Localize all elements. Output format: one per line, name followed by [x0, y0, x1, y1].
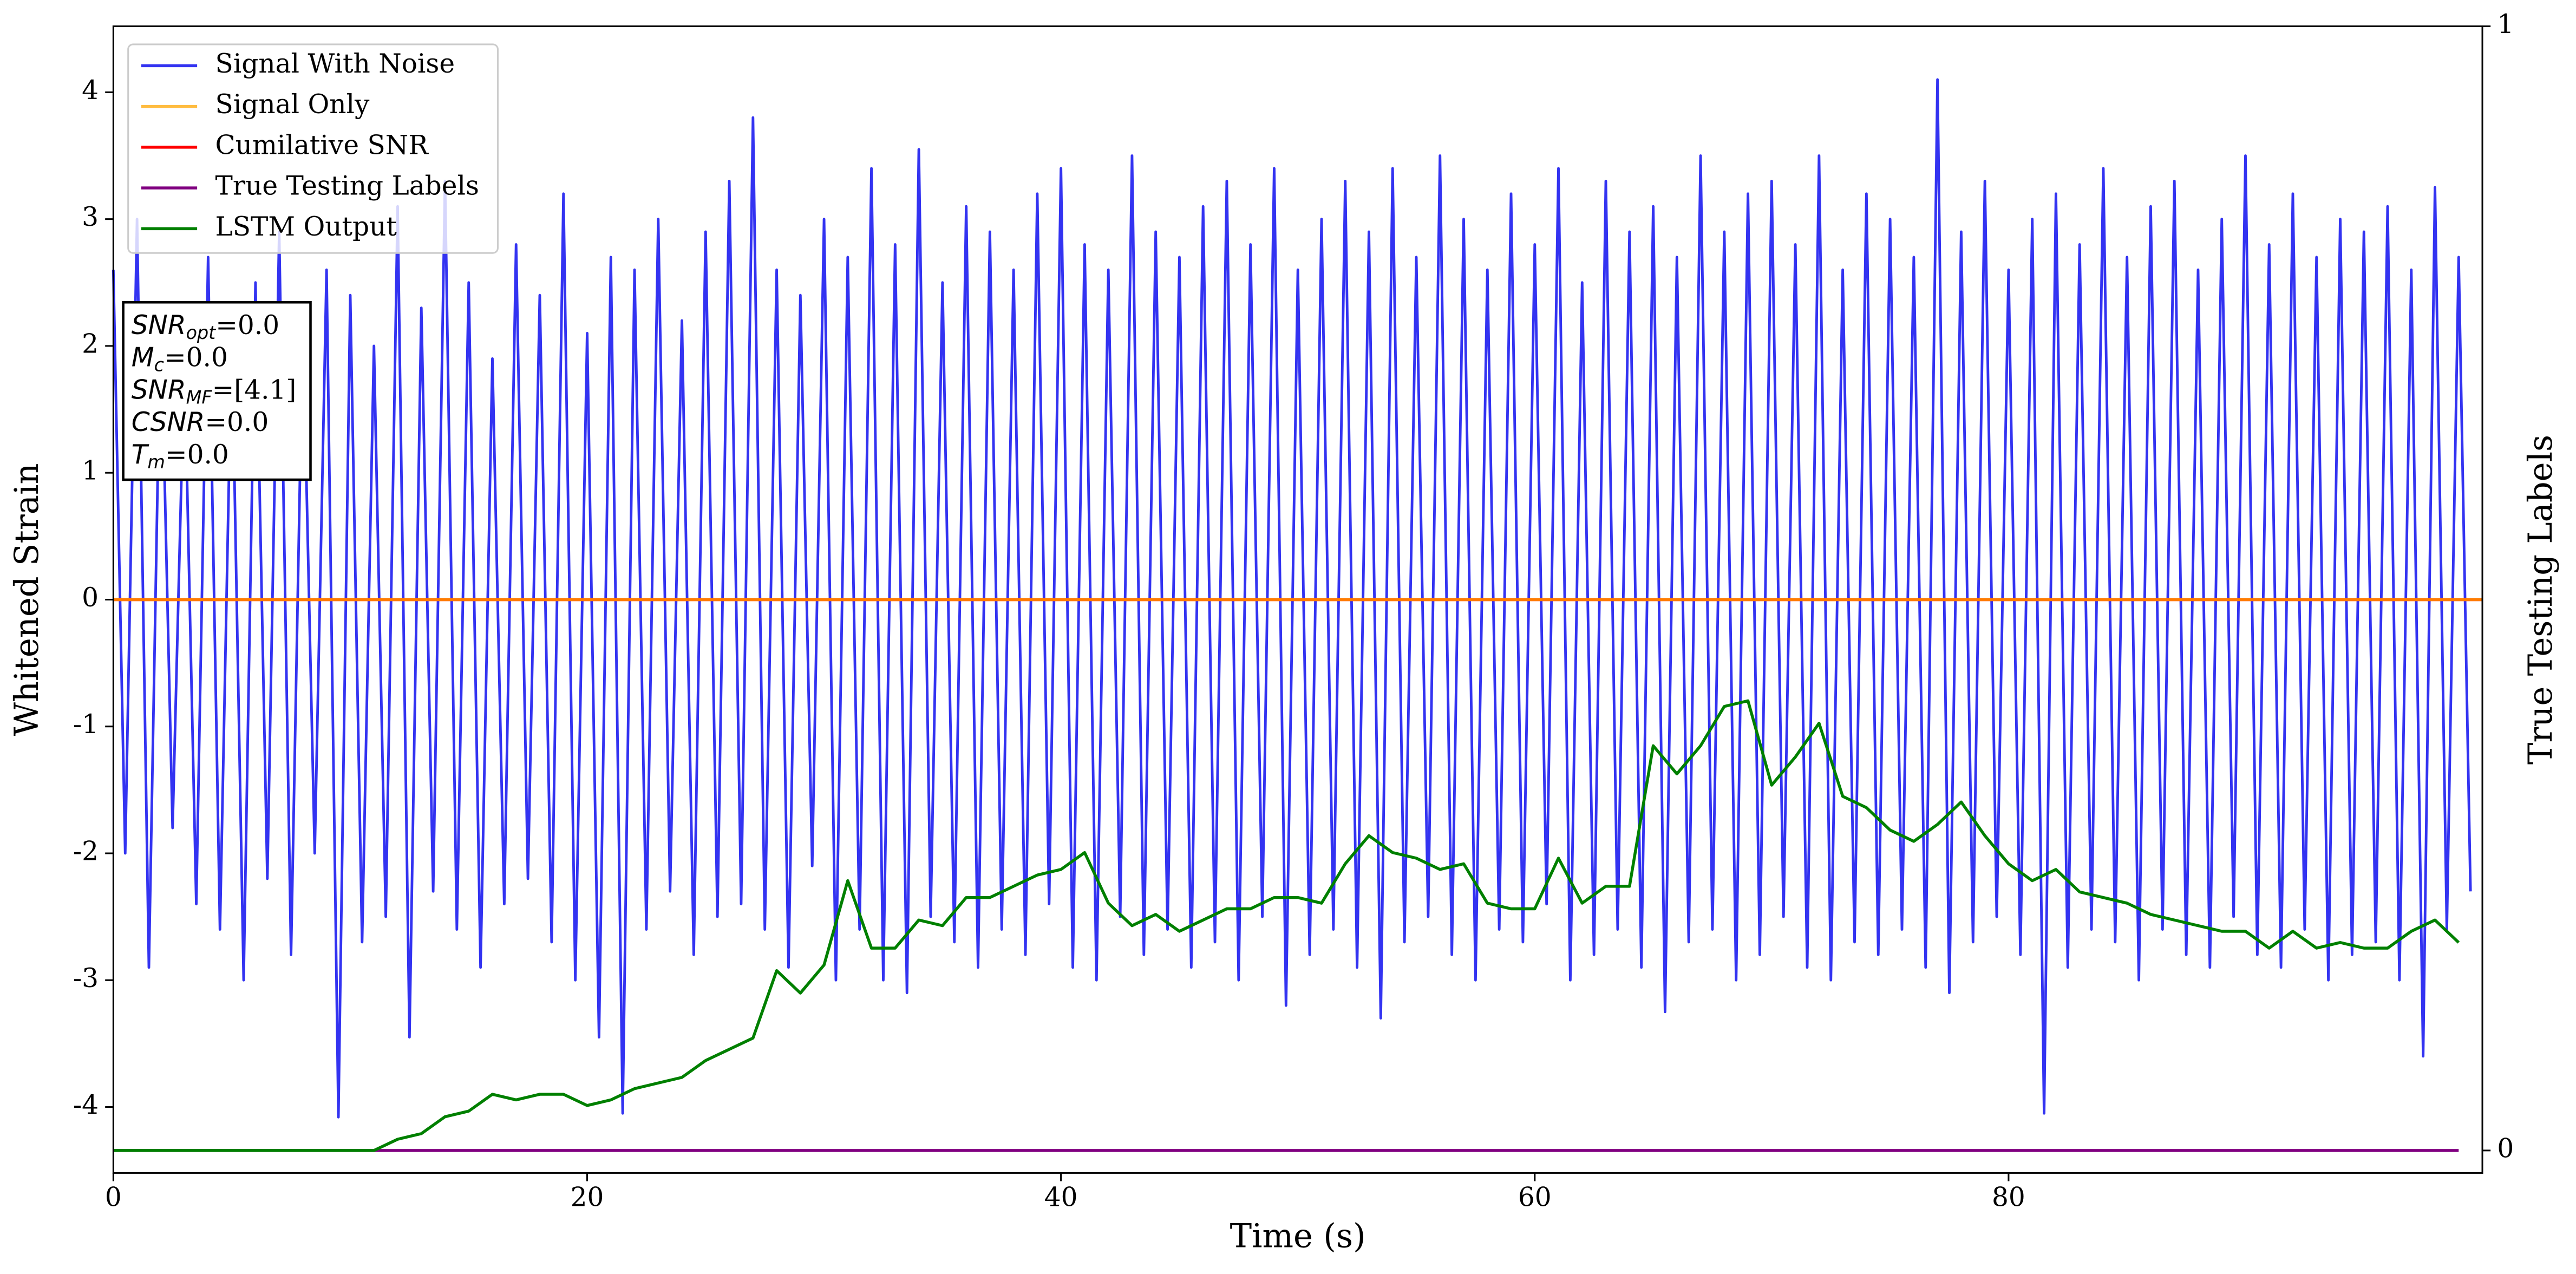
y-tick-label: -1 — [73, 709, 99, 740]
annotation-subscript: m — [147, 452, 165, 473]
annotation-value: =0.0 — [205, 407, 269, 437]
annotation: SNRopt=0.0Mc=0.0SNRMF=[4.1]CSNR=0.0Tm=0.… — [122, 301, 312, 481]
annotation-line: SNRMF=[4.1] — [132, 375, 297, 408]
legend-box — [127, 43, 499, 254]
y2-axis-label: True Testing Labels — [2522, 435, 2560, 765]
series-line — [112, 78, 2472, 1119]
x-tick-label: 20 — [571, 1182, 604, 1212]
x-tick-label: 40 — [1044, 1182, 1078, 1212]
y-tick-label: 3 — [82, 202, 99, 232]
y-tick-label: -2 — [73, 837, 99, 867]
annotation-symbol: T — [132, 440, 149, 470]
y-tick-label: -4 — [73, 1090, 99, 1120]
legend-label: Cumilative SNR — [215, 130, 429, 160]
annotation-line: Mc=0.0 — [132, 342, 228, 375]
annotation-symbol: SNR — [132, 310, 186, 341]
y2-tick-label: 1 — [2497, 9, 2514, 40]
annotation-value: =0.0 — [215, 310, 279, 340]
legend-label: Signal With Noise — [215, 49, 455, 79]
x-tick-label: 60 — [1518, 1182, 1552, 1212]
annotation-subscript: opt — [186, 322, 217, 343]
y-tick-label: -3 — [73, 963, 99, 994]
annotation-line: SNRopt=0.0 — [132, 310, 279, 343]
annotation-subscript: MF — [186, 387, 213, 408]
annotation-symbol: M — [132, 343, 154, 373]
y-tick-label: 0 — [82, 583, 99, 613]
annotation-value: =0.0 — [165, 439, 229, 469]
annotation-value: =0.0 — [164, 342, 228, 373]
y2-tick-label: 0 — [2497, 1133, 2514, 1164]
annotation-line: CSNR=0.0 — [132, 407, 269, 437]
x-tick-label: 80 — [1992, 1182, 2025, 1212]
x-axis-label: Time (s) — [1230, 1217, 1366, 1255]
plot-area — [112, 78, 2483, 1152]
annotation-line: Tm=0.0 — [132, 439, 229, 472]
y-tick-label: 1 — [82, 456, 99, 486]
annotation-subscript: c — [154, 354, 164, 375]
y-tick-label: 2 — [82, 329, 99, 359]
annotation-value: =[4.1] — [212, 375, 297, 405]
annotation-symbol: CSNR — [132, 407, 205, 437]
x-tick-label: 0 — [105, 1182, 122, 1212]
legend-label: Signal Only — [215, 89, 370, 120]
annotation-box — [122, 301, 312, 481]
legend: Signal With Noise Signal Only Cumilative S… — [127, 43, 499, 254]
series-line — [113, 699, 2460, 1152]
legend-label: LSTM Output — [215, 212, 397, 242]
y-tick-label: 4 — [82, 75, 99, 106]
y-axis-label: Whitened Strain — [8, 463, 46, 736]
legend-label: True Testing Labels — [215, 171, 479, 201]
annotation-symbol: SNR — [132, 375, 186, 405]
